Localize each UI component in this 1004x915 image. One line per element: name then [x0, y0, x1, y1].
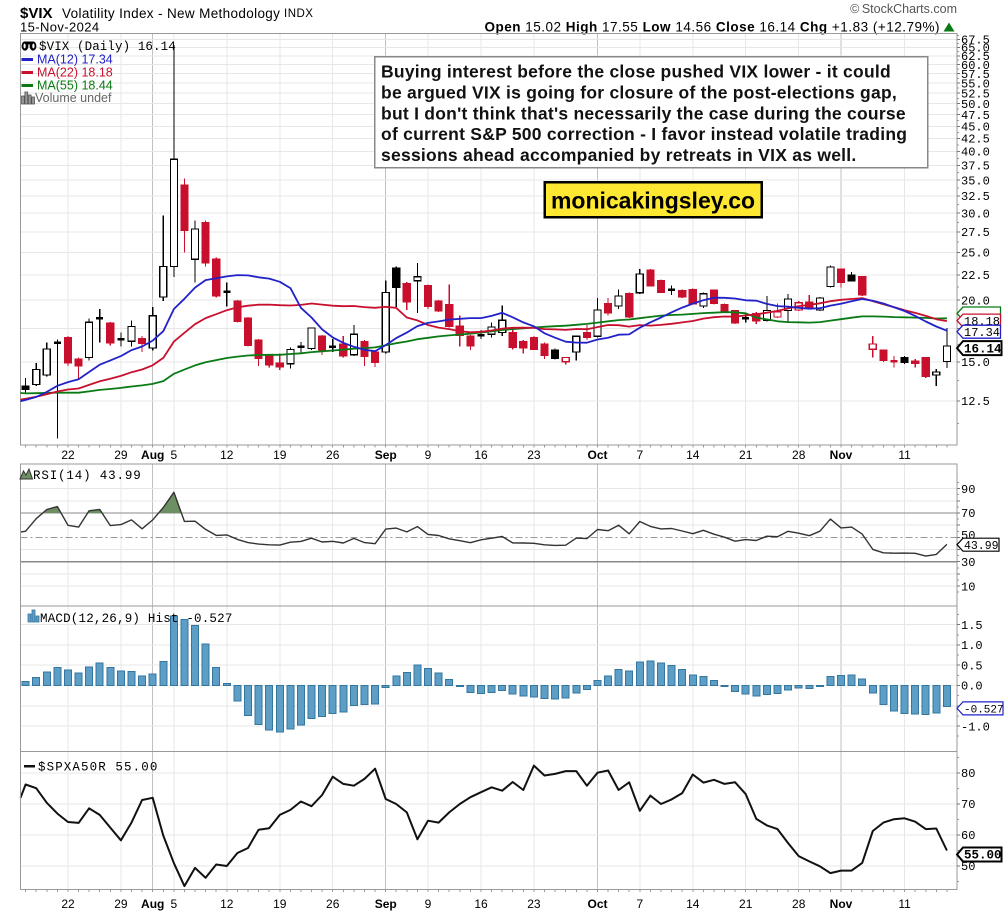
svg-text:16: 16	[474, 448, 488, 462]
svg-text:23: 23	[527, 897, 541, 911]
svg-text:28: 28	[792, 448, 806, 462]
svg-text:-0.527: -0.527	[964, 705, 1004, 717]
svg-text:16.14: 16.14	[964, 342, 1002, 356]
svg-text:5: 5	[171, 897, 178, 911]
svg-text:sessions ahead accompanied by: sessions ahead accompanied by retreats i…	[381, 145, 857, 165]
svg-text:17.34: 17.34	[964, 326, 1000, 340]
svg-text:$VIX (Daily) 16.14: $VIX (Daily) 16.14	[39, 40, 176, 54]
svg-text:19: 19	[273, 448, 287, 462]
svg-text:Aug: Aug	[141, 897, 164, 911]
svg-text:47.5: 47.5	[961, 109, 990, 123]
svg-text:RSI(14) 43.99: RSI(14) 43.99	[33, 469, 142, 483]
svg-text:7: 7	[636, 897, 643, 911]
svg-text:14: 14	[686, 897, 700, 911]
svg-text:50: 50	[961, 860, 975, 874]
svg-text:11: 11	[898, 897, 911, 911]
svg-text:65.0: 65.0	[961, 42, 990, 56]
svg-text:12.5: 12.5	[961, 395, 990, 409]
svg-text:9: 9	[425, 448, 432, 462]
svg-text:40.0: 40.0	[961, 146, 990, 160]
svg-text:15-Nov-2024: 15-Nov-2024	[20, 20, 100, 35]
svg-text:of current S&P 500 correction: of current S&P 500 correction - I favor …	[381, 124, 907, 144]
svg-text:Oct: Oct	[587, 448, 607, 462]
svg-text:Nov: Nov	[830, 897, 853, 911]
svg-text:22: 22	[61, 448, 75, 462]
svg-text:MACD(12,26,9) Hist -0.527: MACD(12,26,9) Hist -0.527	[40, 612, 233, 626]
svg-text:monicakingsley.co: monicakingsley.co	[551, 188, 755, 214]
svg-text:45.0: 45.0	[961, 121, 990, 135]
svg-text:21: 21	[739, 897, 753, 911]
svg-text:57.5: 57.5	[961, 68, 990, 82]
svg-text:22: 22	[61, 897, 75, 911]
svg-text:Aug: Aug	[141, 448, 164, 462]
svg-text:55.00: 55.00	[964, 849, 1002, 863]
svg-text:0.0: 0.0	[961, 680, 983, 694]
svg-text:Sep: Sep	[375, 448, 397, 462]
svg-text:29: 29	[114, 897, 128, 911]
svg-text:37.5: 37.5	[961, 160, 990, 174]
svg-text:70: 70	[961, 507, 975, 521]
svg-text:1.0: 1.0	[961, 639, 983, 653]
svg-text:Volume undef: Volume undef	[35, 91, 112, 105]
svg-text:60: 60	[961, 829, 975, 843]
svg-text:60.0: 60.0	[961, 59, 990, 73]
svg-text:20.0: 20.0	[961, 294, 990, 308]
svg-text:Oct: Oct	[587, 897, 607, 911]
svg-text:1.5: 1.5	[961, 619, 983, 633]
svg-text:9: 9	[425, 897, 432, 911]
svg-text:28: 28	[792, 897, 806, 911]
svg-text:32.5: 32.5	[961, 190, 990, 204]
svg-text:30.0: 30.0	[961, 207, 990, 221]
svg-text:16: 16	[474, 897, 488, 911]
svg-text:be argued VIX is going for clo: be argued VIX is going for closure of th…	[381, 82, 897, 102]
svg-text:50.0: 50.0	[961, 98, 990, 112]
svg-text:14: 14	[686, 448, 700, 462]
svg-text:19: 19	[273, 897, 287, 911]
svg-text:43.99: 43.99	[964, 540, 999, 553]
svg-text:Volatility Index - New Methodo: Volatility Index - New Methodology	[62, 6, 280, 21]
svg-text:7: 7	[636, 448, 643, 462]
svg-text:$VIX: $VIX	[20, 5, 53, 22]
svg-text:MA(22) 18.18: MA(22) 18.18	[37, 66, 113, 80]
svg-text:29: 29	[114, 448, 128, 462]
svg-text:67.5: 67.5	[961, 34, 990, 48]
svg-text:11: 11	[898, 448, 911, 462]
svg-text:80: 80	[961, 767, 975, 781]
svg-text:22.5: 22.5	[961, 269, 990, 283]
svg-text:Sep: Sep	[375, 897, 397, 911]
svg-text:25.0: 25.0	[961, 247, 990, 261]
svg-text:INDX: INDX	[284, 8, 313, 20]
svg-text:0.5: 0.5	[961, 659, 983, 673]
svg-text:-1.0: -1.0	[961, 720, 990, 734]
svg-text:27.5: 27.5	[961, 226, 990, 240]
svg-text:35.0: 35.0	[961, 174, 990, 188]
svg-text:Buying interest before the clo: Buying interest before the close pushed …	[381, 62, 891, 82]
svg-text:30: 30	[961, 556, 975, 570]
svg-text:26: 26	[326, 448, 340, 462]
svg-text:Nov: Nov	[830, 448, 853, 462]
svg-text:15.0: 15.0	[961, 356, 990, 370]
svg-text:12: 12	[220, 448, 234, 462]
svg-text:26: 26	[326, 897, 340, 911]
svg-text:MA(12) 17.34: MA(12) 17.34	[37, 53, 113, 67]
svg-text:10: 10	[961, 580, 975, 594]
svg-text:5: 5	[171, 448, 178, 462]
svg-text:MA(55) 18.44: MA(55) 18.44	[37, 79, 113, 93]
svg-text:90: 90	[961, 483, 975, 497]
svg-text:21: 21	[739, 448, 753, 462]
svg-text:© StockCharts.com: © StockCharts.com	[850, 2, 957, 16]
svg-text:55.0: 55.0	[961, 77, 990, 91]
svg-text:$SPXA50R 55.00: $SPXA50R 55.00	[38, 761, 158, 775]
svg-text:52.5: 52.5	[961, 87, 990, 101]
svg-text:70: 70	[961, 798, 975, 812]
svg-text:Open 15.02 High 17.55 Low 14.5: Open 15.02 High 17.55 Low 14.56 Close 16…	[484, 20, 940, 35]
svg-text:12: 12	[220, 897, 234, 911]
svg-text:42.5: 42.5	[961, 133, 990, 147]
svg-text:but I don't think that's neces: but I don't think that's necessarily the…	[381, 103, 906, 123]
svg-text:62.5: 62.5	[961, 50, 990, 64]
svg-text:23: 23	[527, 448, 541, 462]
